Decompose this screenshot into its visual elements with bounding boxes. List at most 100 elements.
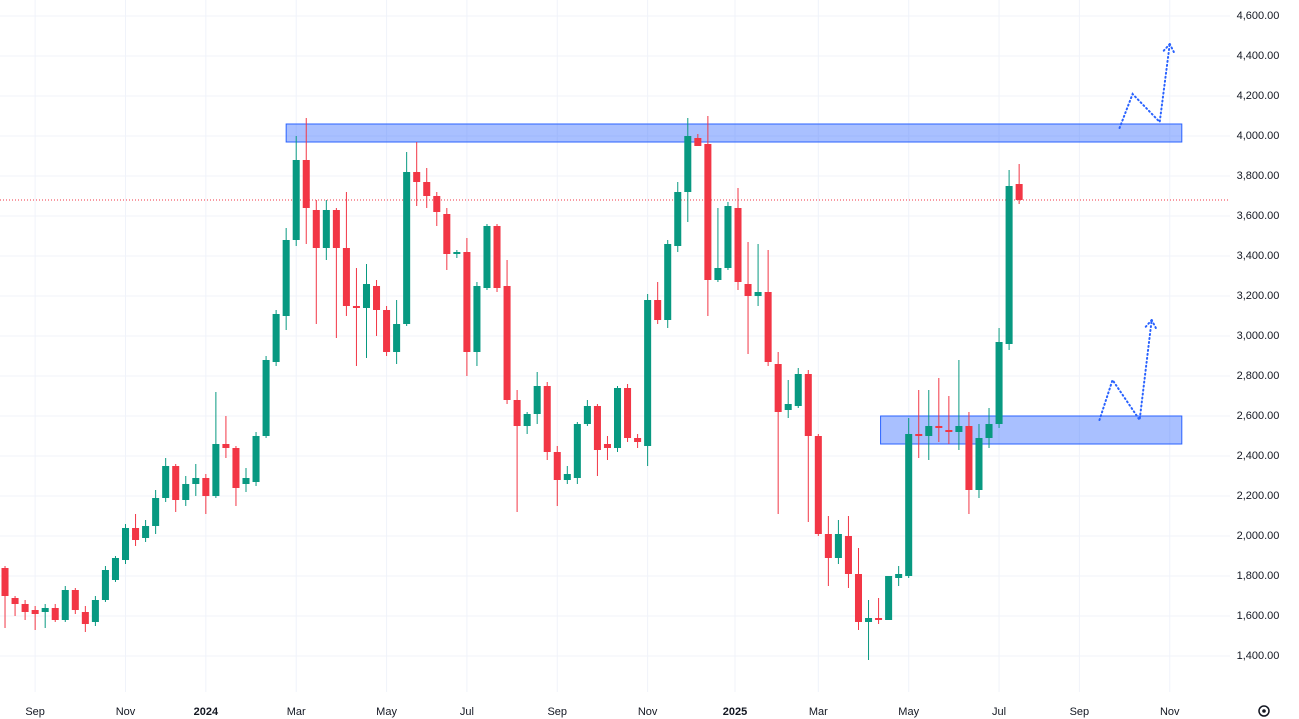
forecast-arrow bbox=[1098, 319, 1153, 423]
candle-body bbox=[834, 534, 842, 558]
candle-body bbox=[694, 138, 702, 146]
candle-body bbox=[61, 590, 69, 620]
x-tick-label: Nov bbox=[116, 706, 136, 718]
candle-body bbox=[202, 478, 210, 496]
x-tick-label: 2025 bbox=[723, 706, 747, 718]
candle-body bbox=[362, 284, 371, 308]
y-tick-label: 3,600.00 bbox=[1237, 210, 1280, 222]
y-tick-label: 4,600.00 bbox=[1237, 10, 1280, 22]
candle-body bbox=[794, 374, 802, 406]
candle-body bbox=[352, 306, 360, 308]
candle-body bbox=[925, 426, 933, 436]
candle-body bbox=[955, 426, 963, 432]
candle-body bbox=[724, 206, 732, 268]
candle-body bbox=[1015, 184, 1023, 200]
candle-body bbox=[21, 604, 29, 612]
candle-body bbox=[824, 534, 832, 558]
candle-body bbox=[895, 574, 903, 578]
candle-body bbox=[212, 444, 220, 496]
candle-body bbox=[292, 160, 300, 240]
candle-body bbox=[513, 400, 521, 426]
settings-icon[interactable] bbox=[1258, 705, 1270, 717]
x-tick-label: Mar bbox=[287, 706, 306, 718]
candle-body bbox=[764, 292, 772, 362]
candle-body bbox=[1, 568, 9, 596]
candle-body bbox=[433, 196, 441, 212]
candle-body bbox=[272, 314, 280, 362]
candle-body bbox=[865, 618, 873, 622]
candle-body bbox=[754, 292, 762, 296]
settings-gear-center[interactable] bbox=[1262, 709, 1266, 713]
candle-body bbox=[935, 426, 943, 428]
candle-body bbox=[132, 528, 140, 540]
y-tick-label: 2,600.00 bbox=[1237, 410, 1280, 422]
candle-body bbox=[192, 478, 200, 484]
arrow-head bbox=[1150, 319, 1158, 330]
candle-body bbox=[915, 434, 923, 436]
x-tick-label: Jul bbox=[992, 706, 1006, 718]
candle-body bbox=[322, 210, 330, 248]
candle-body bbox=[634, 438, 642, 442]
candle-body bbox=[332, 210, 340, 248]
candle-body bbox=[182, 484, 190, 500]
candle-body bbox=[814, 436, 822, 534]
x-tick-label: May bbox=[898, 706, 919, 718]
candle-body bbox=[844, 536, 852, 574]
candle-body bbox=[262, 360, 270, 436]
candle-body bbox=[282, 240, 290, 316]
arrow-head bbox=[1168, 43, 1176, 54]
candle-body bbox=[373, 286, 381, 310]
candle-body bbox=[744, 284, 752, 296]
candle-body bbox=[603, 444, 611, 448]
x-tick-label: May bbox=[376, 706, 397, 718]
candle-body bbox=[101, 570, 109, 600]
x-tick-label: Sep bbox=[547, 706, 567, 718]
arrow-head bbox=[1162, 43, 1171, 53]
candle-body bbox=[905, 434, 913, 576]
candle-body bbox=[624, 388, 632, 438]
candle-body bbox=[393, 324, 401, 352]
x-tick-label: Sep bbox=[1070, 706, 1090, 718]
x-tick-label: Jul bbox=[460, 706, 474, 718]
candle-body bbox=[854, 574, 863, 622]
y-tick-label: 2,400.00 bbox=[1237, 450, 1280, 462]
x-tick-label: Mar bbox=[809, 706, 828, 718]
candle-body bbox=[885, 576, 893, 620]
candle-body bbox=[413, 172, 421, 182]
candle-body bbox=[111, 558, 119, 580]
candle-body bbox=[11, 598, 19, 604]
candle-body bbox=[995, 342, 1003, 424]
candle-body bbox=[543, 386, 551, 452]
y-tick-label: 2,800.00 bbox=[1237, 370, 1280, 382]
candle-body bbox=[674, 192, 682, 246]
candle-body bbox=[152, 498, 160, 526]
candle-body bbox=[1005, 186, 1013, 344]
candle-body bbox=[383, 310, 391, 352]
y-tick-label: 3,200.00 bbox=[1237, 290, 1280, 302]
candle-body bbox=[644, 300, 652, 446]
settings-gear[interactable] bbox=[1258, 705, 1270, 717]
candle-body bbox=[875, 618, 883, 620]
candle-body bbox=[423, 182, 431, 196]
candle-body bbox=[453, 252, 461, 254]
x-tick-label: Nov bbox=[1160, 706, 1180, 718]
candle-body bbox=[302, 160, 310, 208]
zone bbox=[285, 123, 1183, 143]
candle-body bbox=[483, 226, 491, 288]
y-tick-label: 4,400.00 bbox=[1237, 50, 1280, 62]
x-tick-label: Nov bbox=[638, 706, 658, 718]
y-tick-label: 3,800.00 bbox=[1237, 170, 1280, 182]
y-tick-label: 1,800.00 bbox=[1237, 570, 1280, 582]
y-tick-label: 3,000.00 bbox=[1237, 330, 1280, 342]
y-tick-label: 4,000.00 bbox=[1237, 130, 1280, 142]
candle-body bbox=[593, 406, 601, 450]
y-tick-label: 1,600.00 bbox=[1237, 610, 1280, 622]
candle-body bbox=[804, 374, 812, 436]
candle-body bbox=[71, 590, 79, 610]
candle-body bbox=[533, 386, 541, 414]
candle-body bbox=[613, 388, 622, 448]
candle-body bbox=[664, 244, 672, 320]
candle-body bbox=[312, 210, 320, 248]
candle-body bbox=[734, 208, 742, 282]
